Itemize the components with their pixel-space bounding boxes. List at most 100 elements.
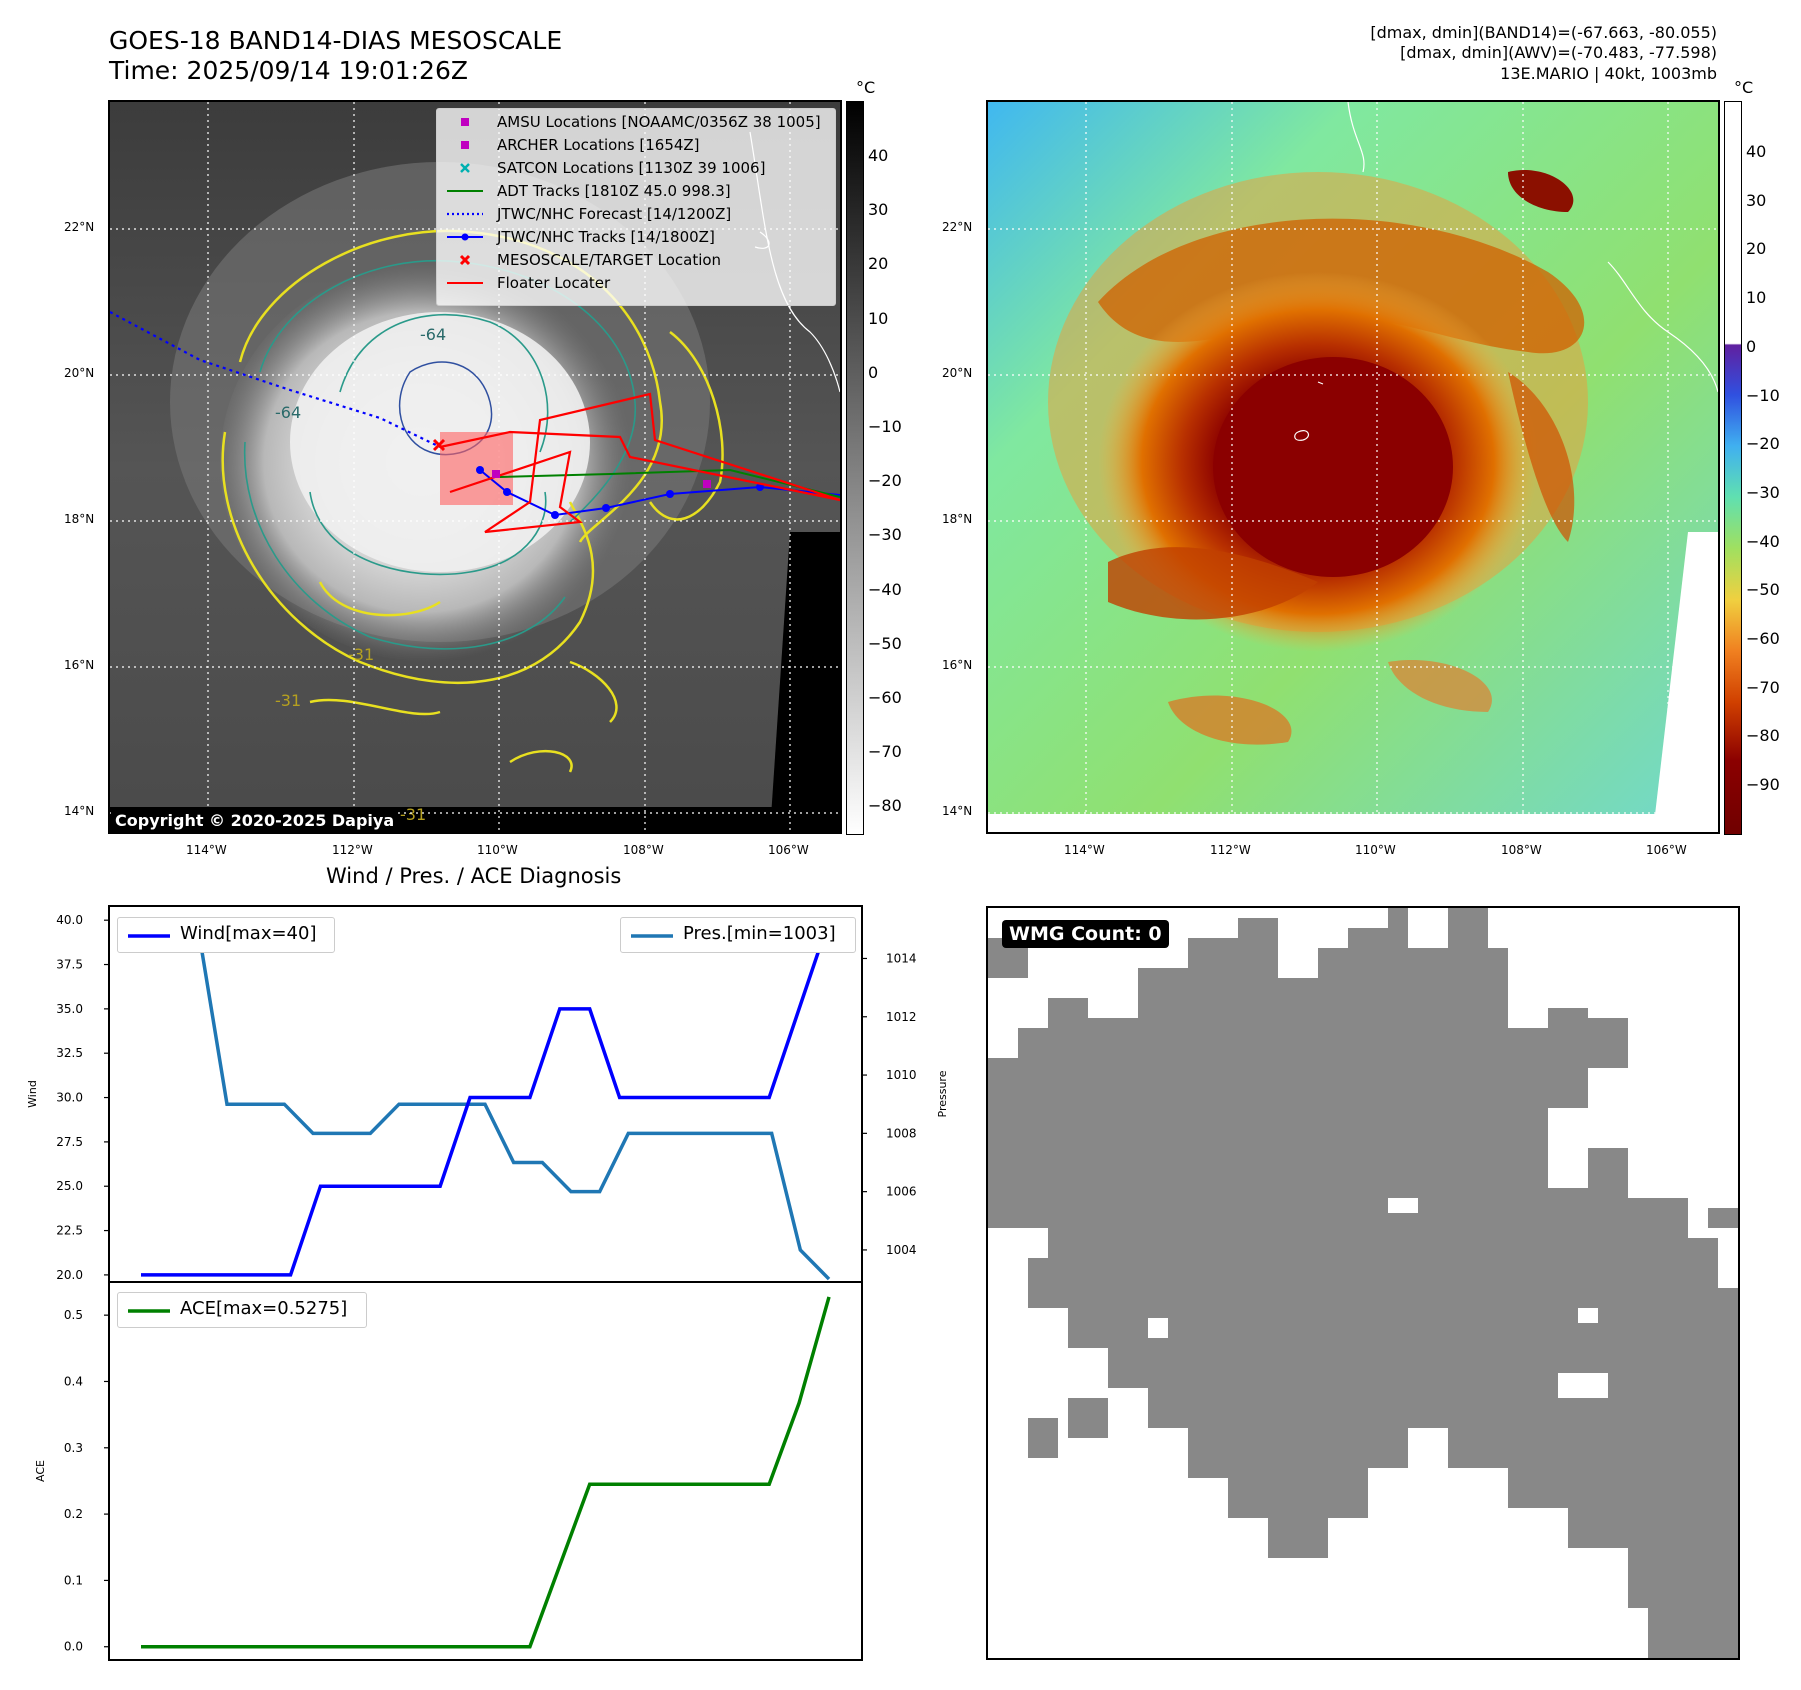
colorbar-unit: °C [1734,78,1754,97]
square-marker-icon [461,118,469,126]
diagnosis-title: Wind / Pres. / ACE Diagnosis [326,864,622,888]
pres-y-tick-label: 1014 [886,951,917,965]
color-map-panel [986,100,1720,834]
ace-axis-label: ACE [34,1460,47,1482]
lat-label: 16°N [64,658,95,672]
contour-label-31b: -31 [275,691,301,710]
lon-label: 112°W [332,843,373,857]
ace-series-line [141,1296,831,1649]
pres-series-line [141,927,831,1281]
lon-label: 110°W [1355,843,1396,857]
lat-label: 18°N [64,512,95,526]
wind-y-tick-label: 32.5 [56,1046,83,1060]
ace-y-tick-label: 0.3 [64,1441,83,1455]
lat-label: 18°N [942,512,973,526]
lat-label: 16°N [942,658,973,672]
colorbar-tick-label: 0 [868,362,879,382]
wind-pres-axes-frame [108,905,863,1283]
colorbar-tick-label: −70 [1746,677,1780,697]
lon-label: 108°W [1501,843,1542,857]
lat-label: 14°N [64,804,95,818]
ace-legend-label: ACE[max=0.5275] [180,1298,348,1319]
wind-y-tick-label: 30.0 [56,1091,83,1105]
pres-y-tick-label: 1004 [886,1243,917,1257]
colorbar-tick-label: −40 [1746,531,1780,551]
contour-label-64b: -64 [420,325,446,344]
colorbar-tick-label: −20 [868,471,902,491]
colorbar-tick-label: −80 [1746,726,1780,746]
wind-y-tick-label: 37.5 [56,958,83,972]
diagnosis-chart: 40.0 37.5 35.0 32.5 30.0 27.5 25.0 22.5 20.0 1014… [26,905,949,1661]
color-colorbar [1724,101,1742,835]
color-map-image [988,102,1718,832]
pres-legend: Pres.[min=1003] [620,917,856,953]
colorbar-tick-label: −30 [868,525,902,545]
pres-legend-label: Pres.[min=1003] [683,923,836,944]
dotted-line-icon [447,212,483,216]
wind-y-tick-label: 22.5 [56,1224,83,1238]
ir-map-panel: -64 -64 -31 -31 -31 [108,100,842,834]
lon-label: 110°W [477,843,518,857]
line-icon [447,282,483,284]
pres-y-tick-label: 1006 [886,1185,917,1199]
wmg-count-badge: WMG Count: 0 [1002,920,1169,948]
wind-y-tick-label: 35.0 [56,1002,83,1016]
colorbar-tick-label: −70 [868,742,902,762]
colorbar-tick-label: −10 [1746,385,1780,405]
colorbar-tick-label: −80 [868,796,902,816]
pres-y-tick-label: 1012 [886,1010,917,1024]
line-dot-icon [447,233,483,241]
colorbar-tick-label: 10 [1746,288,1767,308]
wind-legend-label: Wind[max=40] [180,923,317,944]
colorbar-tick-label: 30 [868,200,889,220]
wind-y-tick-label: 40.0 [56,913,83,927]
pres-axis-label: Pressure [936,1070,949,1117]
colorbar-unit: °C [856,78,876,97]
ace-legend-line-icon [128,1309,170,1313]
square-marker-icon [461,141,469,149]
colorbar-tick-label: 0 [1746,336,1757,356]
contour-label-31a: -31 [348,645,374,664]
lon-label: 106°W [1646,843,1687,857]
colorbar-tick-label: −10 [868,417,902,436]
colorbar-tick-label: −40 [868,579,902,599]
lat-label: 22°N [942,220,973,234]
wind-y-tick-label: 20.0 [56,1268,83,1282]
lat-label: 22°N [64,220,95,234]
ace-y-tick-label: 0.5 [64,1308,83,1322]
dmax-awv: [dmax, dmin](AWV)=(-70.483, -77.598) [1400,43,1717,62]
x-marker-icon [459,254,471,266]
colorbar-tick-label: −90 [1746,775,1780,795]
wind-series-line [141,919,831,1277]
map-legend: AMSU Locations [NOAAMC/0356Z 38 1005] AR… [436,108,836,306]
lon-label: 114°W [186,843,227,857]
wmg-panel: WMG Count: 0 [986,906,1740,1660]
lon-label: 114°W [1064,843,1105,857]
wmg-mask-image [988,908,1738,1658]
page-title: GOES-18 BAND14-DIAS MESOSCALE [109,26,563,55]
page-time: Time: 2025/09/14 19:01:26Z [109,56,468,85]
line-icon [447,190,483,192]
colorbar-tick-label: −20 [1746,434,1780,454]
lon-label: 108°W [623,843,664,857]
colorbar-tick-label: 40 [868,146,889,165]
x-marker-icon [460,163,470,173]
pres-legend-line-icon [631,934,673,938]
ace-axes-frame [108,1281,863,1661]
lat-label: 20°N [942,366,973,380]
wind-legend: Wind[max=40] [117,917,335,953]
contour-label-64a: -64 [275,403,301,422]
lat-label: 20°N [64,366,95,380]
colorbar-tick-label: −30 [1746,482,1780,502]
lat-label: 14°N [942,804,973,818]
wind-legend-line-icon [128,934,170,938]
ace-y-tick-label: 0.0 [64,1640,83,1654]
storm-info: 13E.MARIO | 40kt, 1003mb [1500,64,1717,83]
ace-y-tick-label: 0.1 [64,1573,83,1587]
ace-legend: ACE[max=0.5275] [117,1292,367,1328]
dmax-band14: [dmax, dmin](BAND14)=(-67.663, -80.055) [1370,23,1717,42]
colorbar-tick-label: −50 [1746,580,1780,600]
colorbar-tick-label: 20 [868,254,889,274]
gray-colorbar [846,101,864,835]
pres-y-tick-label: 1008 [886,1126,917,1140]
